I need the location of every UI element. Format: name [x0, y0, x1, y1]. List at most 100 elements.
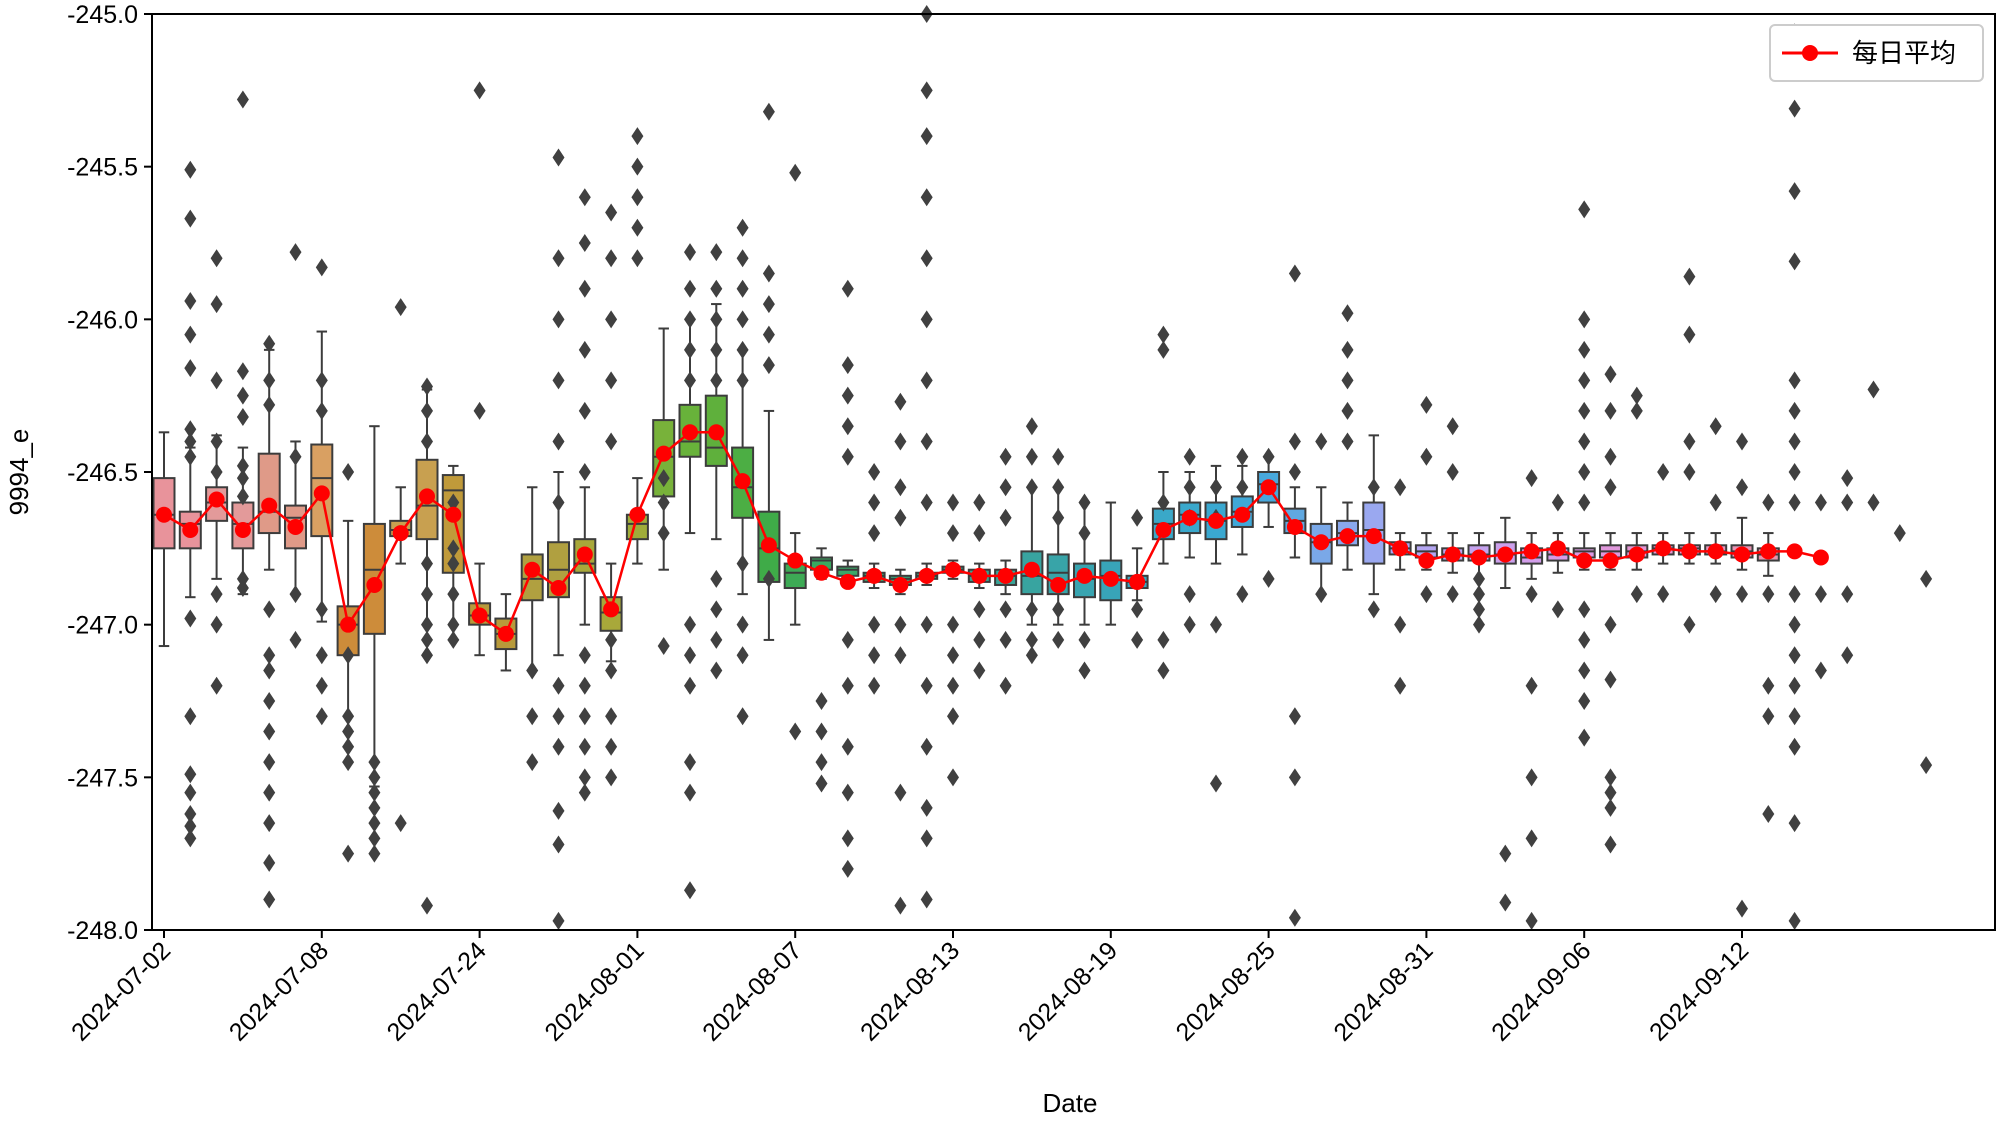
outlier-point [894, 478, 907, 497]
outlier-point [1683, 463, 1696, 481]
outlier-point [920, 371, 933, 390]
outlier-point [342, 844, 355, 863]
outlier-point [631, 218, 644, 237]
outlier-point [552, 707, 565, 726]
outlier-point [657, 469, 670, 488]
outlier-point [762, 102, 775, 121]
box-4 [257, 348, 281, 571]
outlier-point [1578, 310, 1591, 329]
daily-mean-point [1208, 512, 1224, 529]
outlier-point [236, 386, 249, 405]
outlier-point [684, 676, 696, 695]
outlier-point [263, 753, 276, 772]
outlier-point [1288, 707, 1301, 726]
outlier-point [578, 646, 591, 665]
outlier-point [1814, 493, 1827, 512]
outlier-point [1525, 469, 1538, 488]
outlier-point [210, 371, 223, 390]
outlier-point [605, 630, 618, 649]
outlier-point [210, 615, 223, 634]
outlier-point [657, 637, 670, 656]
outlier-point [368, 753, 381, 772]
outlier-point [368, 814, 381, 833]
outlier-point [1578, 600, 1591, 619]
outlier-point [263, 371, 276, 390]
outlier-point [1578, 371, 1591, 390]
outlier-point [1473, 600, 1485, 619]
outlier-point [1604, 835, 1617, 854]
outlier-point [1157, 661, 1170, 680]
outlier-point [841, 676, 854, 695]
daily-mean-point [603, 601, 620, 618]
outlier-point [315, 371, 328, 390]
outlier-point [841, 356, 854, 375]
y-tick-label: -248.0 [67, 917, 138, 945]
outlier-point [631, 157, 644, 176]
outlier-point [1709, 493, 1722, 512]
outlier-point [1604, 798, 1617, 817]
daily-mean-point [1286, 518, 1303, 535]
daily-mean-point [1102, 570, 1119, 587]
outlier-point [1288, 432, 1301, 451]
outlier-point [736, 310, 749, 329]
outlier-point [999, 508, 1012, 527]
outlier-point [710, 630, 723, 649]
outlier-point [1025, 600, 1038, 619]
outlier-point [552, 801, 565, 820]
outlier-point [289, 630, 302, 649]
outlier-point [368, 798, 381, 817]
legend-entry-label: 每日平均 [1852, 39, 1956, 69]
daily-mean-line [163, 431, 1822, 636]
outlier-point [1052, 600, 1065, 619]
y-tick-label: -245.0 [67, 1, 138, 29]
outlier-point [841, 737, 854, 756]
outlier-point [184, 707, 197, 726]
outlier-point [578, 768, 591, 787]
outlier-point [1367, 478, 1380, 497]
outlier-point [1578, 200, 1591, 219]
outlier-point [684, 881, 696, 900]
outlier-point [578, 234, 591, 252]
outlier-point [421, 896, 433, 915]
outlier-point [1736, 585, 1748, 604]
outlier-point [999, 447, 1012, 466]
outlier-point [1525, 829, 1538, 848]
outlier-point [526, 707, 539, 726]
outlier-point [841, 829, 854, 848]
outlier-point [1157, 325, 1170, 344]
daily-mean-point [1523, 543, 1540, 560]
outlier-point [263, 692, 276, 710]
outlier-point [1630, 585, 1643, 604]
outlier-point [1052, 447, 1065, 466]
outlier-point [684, 615, 696, 634]
outlier-point [1499, 893, 1512, 912]
daily-mean-point [945, 561, 961, 578]
outlier-point [762, 569, 775, 588]
daily-mean-point [971, 567, 988, 584]
outlier-point [342, 737, 355, 756]
outlier-point [1604, 478, 1617, 497]
outlier-point [1525, 676, 1538, 695]
outlier-point [1788, 371, 1801, 390]
outliers-layer [184, 5, 1933, 930]
outlier-point [184, 447, 197, 466]
outlier-point [1814, 661, 1827, 680]
daily-mean-point [497, 625, 514, 642]
outlier-point [1920, 756, 1933, 775]
outlier-point [1788, 707, 1801, 726]
outlier-point [1841, 646, 1854, 665]
outlier-point [552, 371, 565, 390]
outlier-point [210, 585, 223, 604]
outlier-point [1788, 615, 1801, 634]
outlier-point [1078, 630, 1091, 649]
daily-mean-point [760, 537, 777, 554]
y-axis: -248.0 -247.5 -247.0 -246.5 -246.0 -245.5 -245… [67, 1, 152, 945]
outlier-point [1183, 615, 1196, 634]
daily-mean-point [918, 567, 935, 584]
outlier-point [1473, 569, 1485, 588]
outlier-point [894, 896, 907, 915]
daily-mean-point [813, 564, 830, 581]
daily-mean-point [1365, 528, 1382, 545]
outlier-point [1736, 899, 1748, 918]
